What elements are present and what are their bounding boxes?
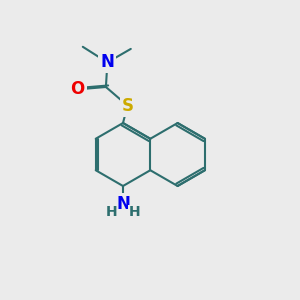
Text: N: N xyxy=(116,195,130,213)
Text: H: H xyxy=(106,206,117,219)
Text: H: H xyxy=(129,206,140,219)
Text: O: O xyxy=(70,80,85,98)
Text: S: S xyxy=(122,97,134,115)
Text: N: N xyxy=(100,53,114,71)
